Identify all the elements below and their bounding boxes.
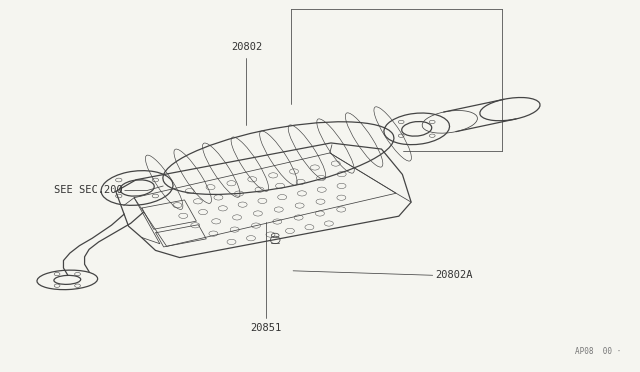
- Text: 20802A: 20802A: [435, 270, 473, 280]
- Text: SEE SEC.200: SEE SEC.200: [54, 186, 123, 195]
- Text: 20851: 20851: [250, 323, 281, 333]
- Text: AP08  00 ·: AP08 00 ·: [575, 347, 621, 356]
- Text: 20802: 20802: [231, 42, 262, 51]
